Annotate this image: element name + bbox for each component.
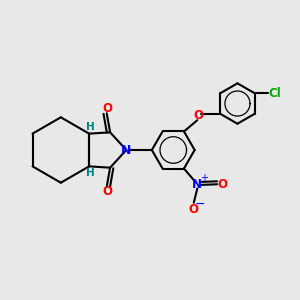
Text: O: O: [217, 178, 227, 191]
Text: H: H: [86, 168, 95, 178]
Text: O: O: [194, 109, 204, 122]
Text: O: O: [102, 185, 112, 198]
Text: H: H: [86, 122, 95, 132]
Text: O: O: [189, 203, 199, 216]
Text: +: +: [200, 173, 208, 183]
Text: N: N: [192, 178, 202, 191]
Text: −: −: [195, 198, 206, 211]
Text: N: N: [121, 143, 131, 157]
Text: O: O: [102, 102, 112, 115]
Text: Cl: Cl: [268, 87, 281, 100]
